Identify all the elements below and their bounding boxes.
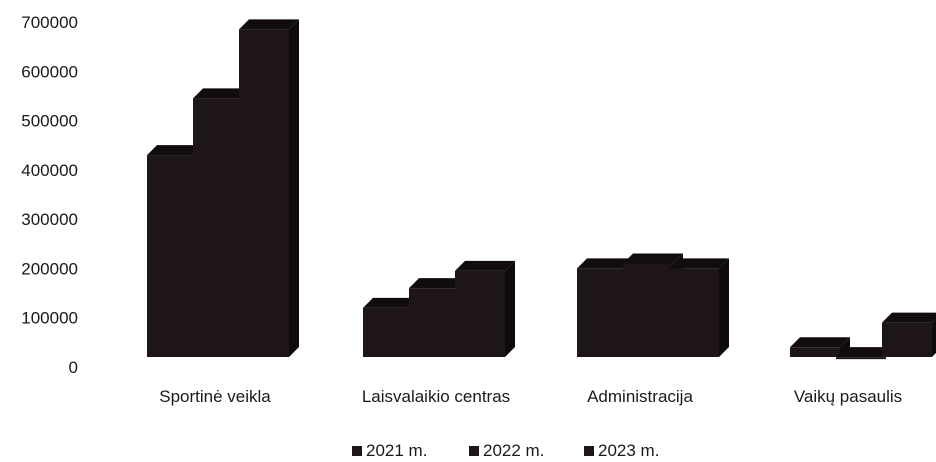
y-tick-label: 500000 [21, 112, 78, 131]
y-tick-label: 300000 [21, 210, 78, 229]
bar-top [147, 145, 207, 156]
legend-label: 2021 m. [366, 441, 427, 460]
x-axis: Sportinė veikla Laisvalaikio centras Admin… [159, 387, 902, 406]
bar-front [836, 357, 886, 360]
y-axis: 0 100000 200000 300000 400000 500000 600000 700… [21, 13, 78, 377]
category-label: Administracija [587, 387, 693, 406]
y-tick-label: 200000 [21, 259, 78, 278]
category-label: Laisvalaikio centras [362, 387, 510, 406]
bar-top [193, 88, 253, 99]
legend-swatch [584, 446, 594, 456]
bar-front [409, 288, 459, 357]
bar-top [577, 258, 637, 269]
bar-top [669, 258, 729, 269]
category-group [147, 19, 299, 358]
bar-front [193, 98, 243, 358]
bar-front [239, 29, 289, 358]
bar-front [623, 263, 673, 357]
bar-side [719, 258, 729, 357]
category-group [790, 312, 936, 360]
bar-top [836, 347, 896, 358]
bar-top [882, 312, 936, 323]
bar-top [790, 337, 850, 348]
legend-item: 2021 m. [352, 441, 427, 460]
bar [669, 258, 729, 357]
bar [455, 260, 515, 357]
category-group [363, 260, 515, 357]
y-tick-label: 700000 [21, 13, 78, 32]
bar-front [577, 268, 627, 357]
y-tick-label: 600000 [21, 62, 78, 81]
legend: 2021 m. 2022 m. 2023 m. [352, 441, 659, 460]
legend-swatch [352, 446, 362, 456]
bar-front [669, 268, 719, 357]
bar-top [363, 297, 423, 308]
legend-label: 2022 m. [483, 441, 544, 460]
bar-top [409, 278, 469, 289]
bar [577, 258, 637, 357]
bar-front [363, 307, 413, 357]
bar-front [882, 322, 932, 357]
y-tick-label: 0 [69, 358, 78, 377]
y-tick-label: 400000 [21, 161, 78, 180]
bars [147, 19, 936, 360]
legend-label: 2023 m. [598, 441, 659, 460]
bar-side [289, 19, 299, 358]
category-label: Sportinė veikla [159, 387, 271, 406]
bar [239, 19, 299, 358]
y-tick-label: 100000 [21, 309, 78, 328]
bar-front [790, 347, 840, 357]
bar-side [932, 318, 936, 357]
legend-swatch [469, 446, 479, 456]
bar-side [505, 260, 515, 357]
legend-item: 2022 m. [469, 441, 544, 460]
bar-top [455, 260, 515, 271]
category-group [577, 253, 729, 357]
bar-top [239, 19, 299, 30]
category-label: Vaikų pasaulis [794, 387, 902, 406]
bar [882, 312, 936, 357]
bar-front [455, 270, 505, 357]
bar-front [147, 155, 197, 357]
bar-top [623, 253, 683, 264]
legend-item: 2023 m. [584, 441, 659, 460]
